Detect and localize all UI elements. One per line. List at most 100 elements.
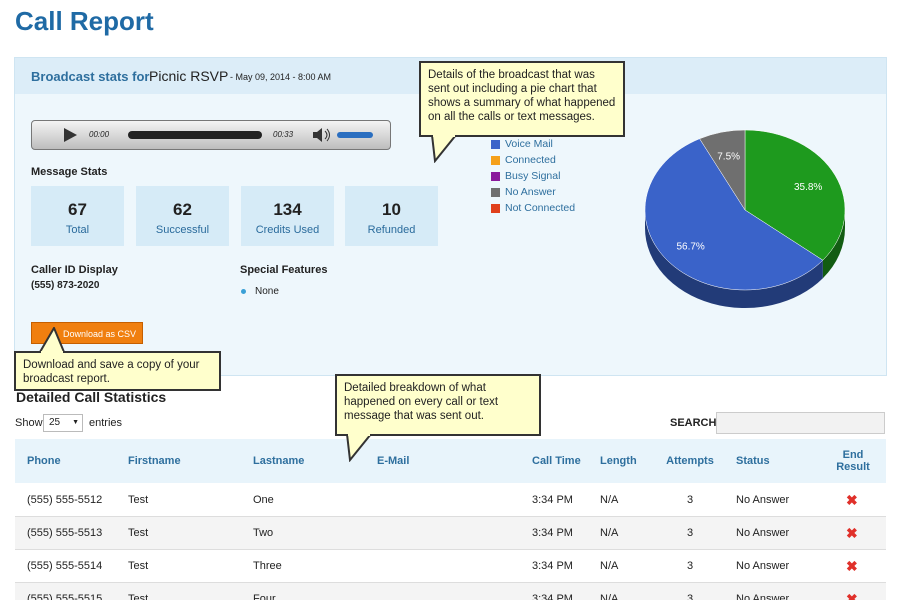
column-header: Length bbox=[600, 455, 637, 467]
legend-label: Busy Signal bbox=[505, 170, 561, 182]
table-header bbox=[15, 439, 886, 483]
broadcast-date: - May 09, 2014 - 8:00 AM bbox=[230, 72, 332, 82]
stat-label: Credits Used bbox=[255, 224, 320, 236]
pie-slice bbox=[744, 129, 846, 261]
bullet bbox=[241, 289, 246, 294]
stat-box: 67 Total bbox=[31, 186, 124, 246]
table-cell: One bbox=[253, 494, 274, 506]
legend-swatch bbox=[491, 140, 500, 149]
table-cell: N/A bbox=[600, 494, 619, 506]
legend-swatch bbox=[491, 172, 500, 181]
column-header: Phone bbox=[27, 455, 61, 467]
panel-heading: Broadcast stats for bbox=[31, 69, 150, 84]
slice-label: 35.8% bbox=[794, 182, 822, 193]
table-cell: Four bbox=[253, 593, 276, 600]
column-header: Call Time bbox=[532, 455, 581, 467]
volume-bar[interactable] bbox=[337, 132, 373, 138]
table-cell: N/A bbox=[600, 560, 619, 572]
time-end: 00:33 bbox=[273, 130, 294, 139]
table-cell: Test bbox=[128, 527, 149, 539]
table-cell: 3 bbox=[686, 494, 694, 506]
stat-box: 134 Credits Used bbox=[241, 186, 334, 246]
column-header: Lastname bbox=[253, 455, 305, 467]
table-cell: (555) 555-5513 bbox=[27, 527, 103, 539]
table-row bbox=[15, 550, 886, 583]
column-header: E-Mail bbox=[377, 455, 410, 467]
volume-icon[interactable] bbox=[312, 128, 332, 142]
stat-box: 62 Successful bbox=[136, 186, 229, 246]
table-cell: 3:34 PM bbox=[532, 527, 573, 539]
table-cell: No Answer bbox=[736, 527, 790, 539]
legend-label: Not Connected bbox=[505, 202, 576, 214]
stats-title: Message Stats bbox=[31, 166, 108, 178]
stat-value: 67 bbox=[68, 200, 87, 219]
feature-item: None bbox=[255, 286, 279, 297]
status-icon: ✖ bbox=[846, 558, 858, 574]
pie-slice bbox=[699, 129, 746, 211]
progress-bar[interactable] bbox=[128, 131, 262, 139]
table-cell: (555) 555-5512 bbox=[27, 494, 103, 506]
table-cell: Test bbox=[128, 593, 149, 600]
stat-label: Refunded bbox=[367, 224, 416, 236]
features-label: Special Features bbox=[240, 264, 328, 276]
broadcast-name: Picnic RSVP bbox=[149, 68, 229, 84]
table-cell: 3 bbox=[686, 593, 694, 600]
legend-label: No Answer bbox=[505, 186, 556, 198]
stat-box: 10 Refunded bbox=[345, 186, 438, 246]
table-cell: No Answer bbox=[736, 593, 790, 600]
table-cell: Test bbox=[128, 494, 149, 506]
play-button[interactable] bbox=[62, 127, 78, 143]
caller-id-value: (555) 873-2020 bbox=[31, 280, 100, 291]
table-cell: Test bbox=[128, 560, 149, 572]
table-cell: Two bbox=[253, 527, 274, 539]
page-size-select[interactable]: 25 ▼ bbox=[43, 414, 83, 432]
table-cell: (555) 555-5515 bbox=[27, 593, 103, 600]
slice-side bbox=[822, 210, 845, 279]
table-cell: N/A bbox=[600, 593, 619, 600]
page-title: Call Report bbox=[15, 6, 154, 36]
legend-label: Voice Mail bbox=[505, 138, 553, 150]
table-cell: No Answer bbox=[736, 494, 790, 506]
slice-label: 7.5% bbox=[717, 152, 740, 163]
legend-swatch bbox=[491, 156, 500, 165]
stat-value: 10 bbox=[382, 200, 401, 219]
column-header: Status bbox=[736, 455, 770, 467]
time-start: 00:00 bbox=[89, 130, 110, 139]
callout-pointer bbox=[345, 434, 373, 462]
table-row bbox=[15, 517, 886, 550]
stat-label: Total bbox=[65, 224, 90, 236]
slice-side bbox=[645, 210, 823, 308]
search-label: SEARCH: bbox=[670, 417, 721, 429]
callout-pointer bbox=[430, 135, 458, 163]
callout: Detailed breakdown of what happened on e… bbox=[335, 374, 541, 436]
stat-label: Successful bbox=[155, 224, 210, 236]
callout: Details of the broadcast that was sent o… bbox=[419, 61, 625, 137]
table-cell: 3:34 PM bbox=[532, 593, 573, 600]
stat-value: 62 bbox=[173, 200, 192, 219]
slice-label: 56.7% bbox=[676, 241, 704, 252]
table-cell: Three bbox=[253, 560, 282, 572]
stat-value: 134 bbox=[273, 200, 302, 219]
table-row bbox=[15, 583, 886, 600]
table-cell: N/A bbox=[600, 527, 619, 539]
table-cell: 3:34 PM bbox=[532, 494, 573, 506]
callout: Download and save a copy of your broadca… bbox=[14, 351, 221, 391]
status-icon: ✖ bbox=[846, 591, 858, 600]
search-input[interactable] bbox=[716, 412, 885, 434]
column-header: Attempts bbox=[666, 455, 714, 467]
table-cell: (555) 555-5514 bbox=[27, 560, 103, 572]
table-title: Detailed Call Statistics bbox=[16, 389, 167, 405]
table-row bbox=[15, 484, 886, 517]
entries-label: entries bbox=[89, 417, 123, 429]
legend-swatch bbox=[491, 204, 500, 213]
table-cell: 3:34 PM bbox=[532, 560, 573, 572]
status-icon: ✖ bbox=[846, 492, 858, 508]
table-cell: 3 bbox=[686, 560, 694, 572]
table-cell: No Answer bbox=[736, 560, 790, 572]
legend-swatch bbox=[491, 188, 500, 197]
pie-slice bbox=[644, 138, 824, 291]
column-header: Firstname bbox=[128, 455, 181, 467]
legend-label: Connected bbox=[505, 154, 556, 166]
callout-pointer bbox=[38, 327, 66, 353]
